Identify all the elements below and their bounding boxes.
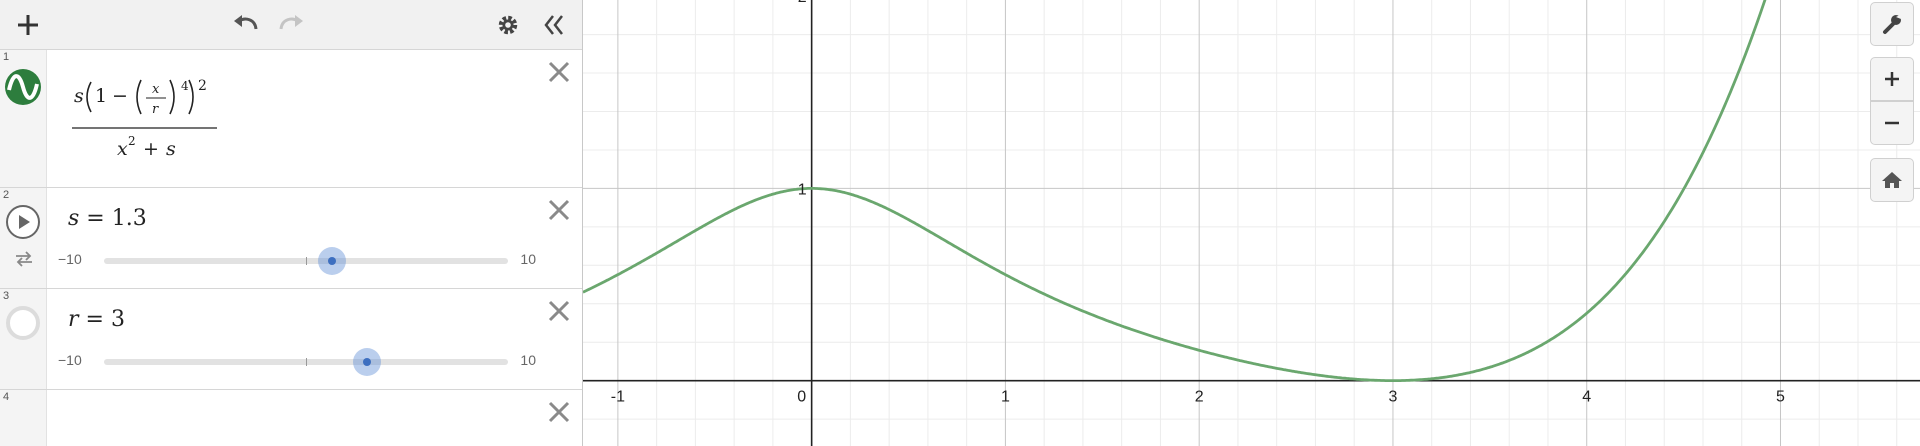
slider-r-track[interactable]: [104, 348, 508, 376]
expression-gutter: 4: [0, 390, 47, 446]
expression-gutter: 2: [0, 188, 47, 288]
hidden-toggle-icon[interactable]: [5, 305, 41, 341]
slider-r-value: 3: [110, 307, 125, 332]
slider-s-zero-tick: [306, 257, 307, 265]
expr-denominator-square: 2: [128, 134, 136, 148]
graph-color-icon[interactable]: [4, 68, 42, 106]
function-curve[interactable]: [583, 0, 1777, 382]
expr-var-s: s: [74, 85, 84, 107]
expression-index: 3: [3, 290, 10, 302]
x-tick-label: 3: [1388, 389, 1397, 406]
x-tick-label: 2: [1195, 389, 1204, 406]
expression-index: 1: [3, 51, 10, 63]
slider-s-value: 1.3: [111, 206, 147, 231]
graph-settings-button[interactable]: [1870, 2, 1914, 46]
delete-expression-3-button[interactable]: [546, 298, 572, 324]
undo-button[interactable]: [231, 10, 261, 40]
slider-r-max-label[interactable]: 10: [520, 352, 536, 368]
home-icon: [1882, 172, 1902, 188]
slider-r-equals: =: [85, 307, 104, 332]
slider-s-min-label[interactable]: −10: [58, 251, 82, 267]
x-tick-label: 4: [1582, 389, 1591, 406]
zoom-in-button[interactable]: [1870, 57, 1914, 101]
redo-icon: [279, 15, 303, 30]
slider-s: −10 10: [58, 247, 536, 275]
expr-minus: −: [112, 85, 128, 107]
wrench-icon: [1883, 15, 1901, 34]
slider-r: −10 10: [58, 348, 536, 376]
y-axis-labels: 21: [798, 0, 807, 198]
default-viewport-button[interactable]: [1870, 158, 1914, 202]
x-tick-label: 5: [1776, 389, 1785, 406]
function-expression[interactable]: s 1 − x r 4 2 x 2 + s: [67, 68, 247, 178]
delete-expression-2-button[interactable]: [546, 197, 572, 223]
zoom-out-button[interactable]: [1870, 101, 1914, 145]
plus-icon: [18, 15, 38, 35]
x-tick-label: -1: [611, 389, 625, 406]
expression-index: 4: [3, 391, 10, 403]
slider-s-equals: =: [86, 206, 105, 231]
expr-exponent-4: 4: [181, 79, 189, 93]
loop-mode-icon[interactable]: [13, 250, 35, 268]
play-icon[interactable]: [5, 204, 41, 240]
zoom-out-icon: [1885, 121, 1899, 125]
axes: [583, 0, 1920, 446]
expression-toolbar: [0, 0, 582, 50]
slider-r-zero-tick: [306, 358, 307, 366]
expression-row-2[interactable]: 2 s = 1.3 −10 10: [0, 188, 582, 289]
double-chevron-left-icon: [544, 15, 563, 35]
expr-var-x: x: [152, 82, 160, 97]
y-tick-label: 1: [798, 181, 807, 198]
slider-r-min-label[interactable]: −10: [58, 352, 82, 368]
delete-expression-1-button[interactable]: [546, 59, 572, 85]
expression-index: 2: [3, 189, 10, 201]
gear-icon: [498, 15, 518, 35]
slider-s-variable: s: [68, 206, 80, 231]
redo-button[interactable]: [276, 10, 306, 40]
slider-s-definition[interactable]: s = 1.3: [68, 206, 147, 231]
slider-r-knob[interactable]: [352, 348, 381, 376]
expression-gutter: 1: [0, 50, 47, 187]
expr-denominator-x: x: [117, 138, 128, 160]
slider-r-definition[interactable]: r = 3: [68, 307, 125, 332]
y-tick-label: 2: [798, 0, 807, 6]
undo-icon: [234, 15, 258, 30]
expr-var-r: r: [152, 102, 159, 117]
x-tick-label: 0: [797, 389, 806, 406]
zoom-in-icon: [1885, 72, 1899, 86]
settings-button[interactable]: [493, 10, 523, 40]
delete-expression-4-button[interactable]: [546, 399, 572, 425]
expression-row-4[interactable]: 4: [0, 390, 582, 446]
expr-plus: +: [143, 138, 159, 160]
minor-gridlines: [583, 0, 1920, 446]
new-expression-input[interactable]: [60, 400, 522, 436]
slider-s-knob[interactable]: [318, 247, 347, 275]
slider-r-variable: r: [68, 307, 79, 332]
expr-one: 1: [95, 85, 107, 107]
collapse-panel-button[interactable]: [539, 10, 569, 40]
major-gridlines: [583, 0, 1920, 446]
expression-gutter: 3: [0, 289, 47, 389]
expr-exponent-2: 2: [198, 78, 207, 94]
x-tick-label: 1: [1001, 389, 1010, 406]
add-item-button[interactable]: [13, 10, 43, 40]
expression-row-1[interactable]: 1 s 1 − x r 4 2 x 2 + s: [0, 50, 582, 188]
slider-s-max-label[interactable]: 10: [520, 251, 536, 267]
x-axis-labels: -1 0 1 2 3 4 5: [611, 389, 1785, 406]
expression-row-3[interactable]: 3 r = 3 −10 10: [0, 289, 582, 390]
expr-denominator-s: s: [166, 138, 176, 160]
slider-s-track[interactable]: [104, 247, 508, 275]
expression-panel: 1 s 1 − x r 4 2 x 2 + s: [0, 0, 583, 446]
